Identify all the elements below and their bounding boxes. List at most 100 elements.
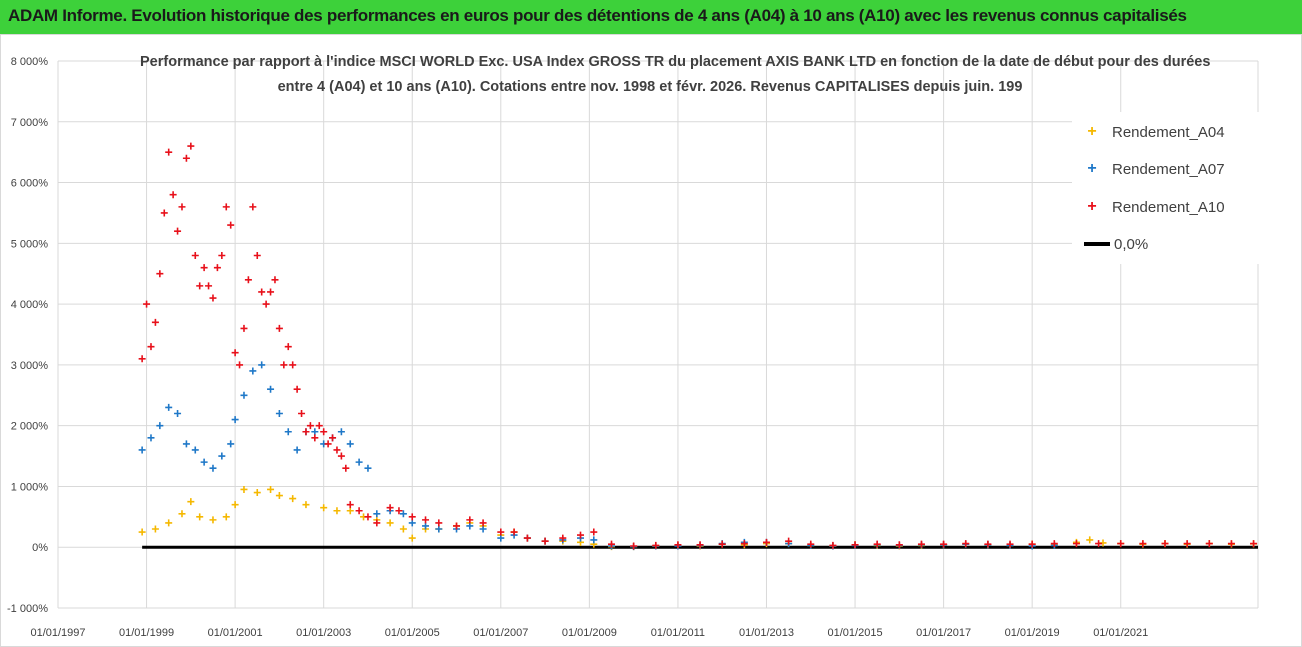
point-a10 [320, 428, 328, 436]
point-a10 [240, 324, 248, 332]
point-a10 [510, 528, 518, 536]
point-a10 [205, 282, 213, 290]
point-a10 [395, 507, 403, 515]
y-tick-label: 3 000% [11, 360, 49, 372]
point-a07 [218, 452, 226, 460]
point-a10 [674, 541, 682, 549]
point-a10 [652, 541, 660, 549]
point-a07 [497, 534, 505, 542]
point-a07 [399, 510, 407, 518]
report-banner-title: ADAM Informe. Evolution historique des p… [8, 6, 1187, 25]
point-a10 [962, 540, 970, 548]
point-a10 [696, 541, 704, 549]
point-a10 [284, 343, 292, 351]
point-a10 [262, 300, 270, 308]
point-a07 [165, 403, 173, 411]
legend-label-a10: Rendement_A10 [1112, 198, 1225, 216]
point-a04 [399, 525, 407, 533]
point-a10 [630, 542, 638, 550]
point-a10 [191, 251, 199, 259]
legend-entry-a10: + Rendement_A10 [1072, 195, 1225, 219]
point-a04 [178, 510, 186, 518]
point-a04 [320, 504, 328, 512]
point-a07 [258, 361, 266, 369]
point-a07 [227, 440, 235, 448]
point-a10 [275, 324, 283, 332]
x-tick-label: 01/01/2015 [828, 627, 883, 639]
point-a10 [187, 142, 195, 150]
point-a10 [244, 276, 252, 284]
report-banner: ADAM Informe. Evolution historique des p… [0, 0, 1302, 34]
point-a10 [271, 276, 279, 284]
y-tick-label: 8 000% [11, 56, 49, 68]
y-tick-label: 4 000% [11, 299, 49, 311]
point-a04 [222, 513, 230, 521]
point-a10 [1117, 540, 1125, 548]
point-a10 [1095, 540, 1103, 548]
point-a10 [873, 540, 881, 548]
point-a10 [435, 519, 443, 527]
point-a10 [333, 446, 341, 454]
y-tick-label: 7 000% [11, 117, 49, 129]
point-a10 [785, 537, 793, 545]
point-a04 [187, 498, 195, 506]
point-a07 [422, 522, 430, 530]
point-a04 [196, 513, 204, 521]
x-tick-label: 01/01/2017 [916, 627, 971, 639]
point-a04 [267, 485, 275, 493]
y-tick-label: 6 000% [11, 178, 49, 190]
point-a10 [147, 343, 155, 351]
point-a10 [342, 464, 350, 472]
point-a04 [346, 507, 354, 515]
point-a10 [236, 361, 244, 369]
point-a10 [807, 540, 815, 548]
point-a10 [1072, 540, 1080, 548]
point-a10 [182, 154, 190, 162]
point-a10 [829, 541, 837, 549]
point-a10 [151, 318, 159, 326]
point-a10 [213, 264, 221, 272]
y-tick-label: 1 000% [11, 481, 49, 493]
point-a10 [169, 191, 177, 199]
point-a10 [590, 528, 598, 536]
chart-title-block: Performance par rapport à l'indice MSCI … [140, 50, 1210, 100]
point-a10 [541, 537, 549, 545]
point-a07 [275, 410, 283, 418]
point-a07 [240, 391, 248, 399]
x-tick-label: 01/01/2013 [739, 627, 794, 639]
point-a10 [1183, 540, 1191, 548]
point-a04 [1086, 536, 1094, 544]
point-a10 [324, 440, 332, 448]
point-a10 [302, 428, 310, 436]
point-a07 [267, 385, 275, 393]
point-a10 [1250, 540, 1258, 548]
point-a07 [337, 428, 345, 436]
point-a10 [160, 209, 168, 217]
point-a10 [466, 516, 474, 524]
point-a10 [200, 264, 208, 272]
x-tick-label: 01/01/2007 [473, 627, 528, 639]
legend-label-zero: 0,0% [1114, 235, 1149, 253]
point-a10 [231, 349, 239, 357]
point-a10 [762, 538, 770, 546]
point-a10 [178, 203, 186, 211]
point-a10 [851, 541, 859, 549]
point-a10 [718, 540, 726, 548]
point-a10 [311, 434, 319, 442]
point-a10 [1161, 540, 1169, 548]
point-a10 [386, 504, 394, 512]
point-a10 [608, 540, 616, 548]
point-a10 [453, 522, 461, 530]
point-a07 [466, 522, 474, 530]
point-a07 [364, 464, 372, 472]
point-a10 [315, 422, 323, 430]
point-a10 [293, 385, 301, 393]
point-a07 [346, 440, 354, 448]
x-tick-label: 01/01/2001 [208, 627, 263, 639]
point-a07 [182, 440, 190, 448]
point-a10 [227, 221, 235, 229]
point-a10 [218, 251, 226, 259]
point-a10 [1227, 540, 1235, 548]
point-a07 [174, 410, 182, 418]
point-a04 [386, 519, 394, 527]
